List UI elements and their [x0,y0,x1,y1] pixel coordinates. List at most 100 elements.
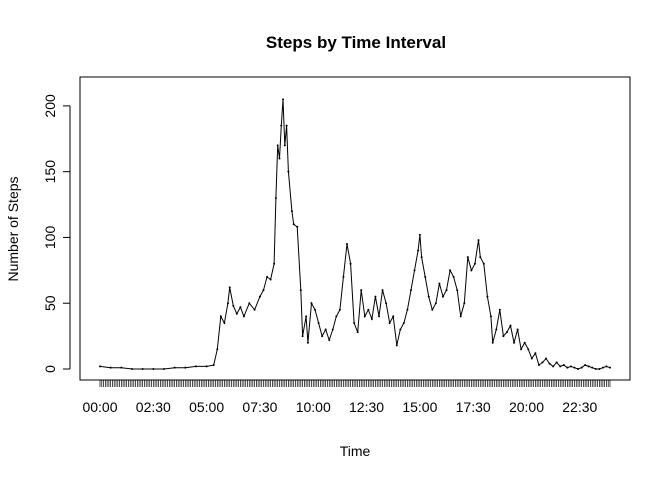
data-point [258,295,261,298]
data-point [502,335,505,338]
data-point [402,321,405,324]
data-point [184,366,187,369]
data-point [545,357,548,360]
data-point [306,341,309,344]
data-point [278,157,281,160]
data-point [441,295,444,298]
data-point [466,256,469,259]
series-line [99,99,611,370]
data-point [516,328,519,331]
data-point [374,295,377,298]
data-point [523,341,526,344]
data-point [283,144,286,147]
data-point [232,304,235,307]
data-point [349,262,352,265]
data-point [173,366,176,369]
data-point [130,368,133,370]
data-point [280,124,283,127]
data-point [370,318,373,321]
data-point [269,278,272,281]
y-axis-label: Number of Steps [5,176,21,281]
data-point [409,289,412,292]
data-point [262,289,265,292]
data-point [486,295,489,298]
y-axis: 0 50 100 150 200 [42,94,71,373]
data-point [594,368,597,370]
data-point [552,365,555,368]
data-point [434,302,437,305]
data-point [473,262,476,265]
data-point [385,302,388,305]
data-point [287,170,290,173]
data-point [282,98,285,101]
data-point [452,275,455,278]
data-point [541,361,544,364]
x-axis-label: Time [340,443,371,459]
data-point [495,328,498,331]
data-point [356,331,359,334]
data-point [314,308,317,311]
data-point [266,275,269,278]
data-point [527,348,530,351]
data-point [219,315,222,318]
data-point [505,331,508,334]
data-point [109,366,112,369]
data-point [248,302,251,305]
data-point [324,328,327,331]
x-tick-label: 00:00 [82,399,117,415]
data-point [310,302,313,305]
data-point [548,362,551,365]
data-point [513,341,516,344]
data-point [573,366,576,369]
data-point [413,269,416,272]
x-tick-label: 02:30 [136,399,171,415]
data-point [226,302,229,305]
data-point [580,366,583,369]
data-point [479,256,482,259]
data-point [338,308,341,311]
data-point [276,144,279,147]
data-point [520,348,523,351]
data-point [555,361,558,364]
data-point [228,286,231,289]
data-point [537,364,540,367]
data-point [406,308,409,311]
data-point [152,368,155,370]
data-point [328,339,331,342]
data-point [194,365,197,368]
data-point [427,295,430,298]
x-tick-label: 12:30 [349,399,384,415]
data-point [239,306,242,309]
data-point [482,262,485,265]
data-point [417,249,420,252]
data-point [566,366,569,369]
chart-title: Steps by Time Interval [266,33,446,52]
data-point [205,365,208,368]
data-point [162,368,165,370]
data-point [216,348,219,351]
data-point [420,256,423,259]
data-point [609,366,611,369]
data-point [395,344,398,347]
x-tick-label: 15:00 [402,399,437,415]
data-point [587,365,590,368]
data-point [353,321,356,324]
y-tick-label: 50 [42,295,58,311]
data-point [301,335,304,338]
y-tick-label: 100 [42,226,58,250]
data-point [381,289,384,292]
x-tick-label: 05:00 [189,399,224,415]
data-point [577,368,580,370]
data-point [584,364,587,367]
data-point [438,282,441,285]
data-point [273,262,276,265]
data-point [562,364,565,367]
data-point [388,321,391,324]
data-point [509,324,512,327]
series-layer [99,98,611,370]
x-tick-label: 07:30 [242,399,277,415]
data-point [456,289,459,292]
data-point [598,368,601,370]
data-point [392,315,395,318]
data-point [559,365,562,368]
